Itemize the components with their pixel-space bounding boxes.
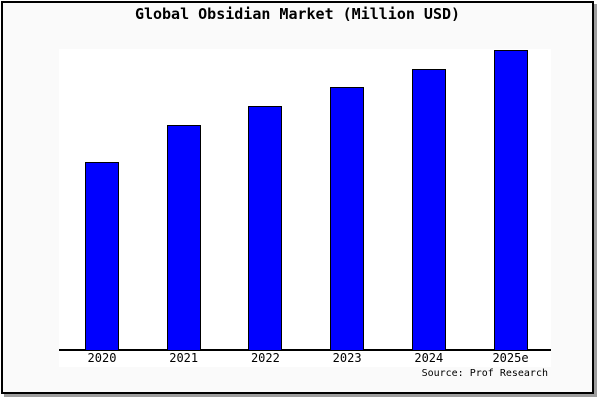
chart-title: Global Obsidian Market (Million USD): [134, 5, 461, 23]
x-tick-label-2024: 2024: [414, 351, 444, 365]
x-axis-line: [59, 349, 551, 351]
source-label: Source: Prof Research: [421, 368, 548, 379]
bar-2021: [166, 125, 201, 351]
x-tick-label-2021: 2021: [169, 351, 199, 365]
x-tick-label-2025e: 2025e: [492, 351, 529, 365]
chart-figure: Global Obsidian Market (Million USD) 202…: [1, 1, 594, 394]
bar-2024: [411, 69, 446, 351]
bar-2023: [330, 87, 365, 351]
x-tick-label-2023: 2023: [332, 351, 362, 365]
x-tick-label-2022: 2022: [250, 351, 280, 365]
plot-area: 2020 2021 2022 2023 2024 2025e: [59, 49, 551, 367]
bar-2022: [248, 106, 283, 351]
x-tick-label-2020: 2020: [87, 351, 117, 365]
bar-2025e: [493, 50, 528, 351]
bar-2020: [85, 162, 119, 351]
